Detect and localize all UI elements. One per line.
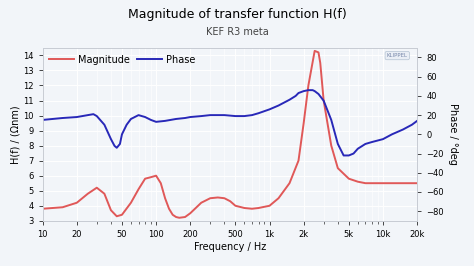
Magnitude — [414, 182, 420, 185]
Text: Magnitude of transfer function H(f): Magnitude of transfer function H(f) — [128, 8, 346, 21]
Magnitude — [301, 122, 307, 125]
Magnitude — [208, 197, 213, 200]
Magnitude — [276, 197, 282, 200]
Line: Phase: Phase — [43, 90, 417, 155]
Magnitude — [287, 182, 292, 185]
Phase — [335, 142, 341, 146]
Magnitude — [296, 159, 301, 162]
Magnitude — [380, 182, 386, 185]
Magnitude — [148, 176, 154, 179]
Magnitude — [101, 192, 107, 195]
Magnitude — [108, 209, 114, 212]
Magnitude — [221, 197, 227, 200]
Magnitude — [255, 206, 261, 210]
X-axis label: Frequency / Hz: Frequency / Hz — [194, 242, 266, 252]
Magnitude — [355, 180, 361, 183]
Magnitude — [94, 186, 100, 189]
Magnitude — [114, 215, 119, 218]
Magnitude — [162, 197, 168, 200]
Magnitude — [400, 182, 406, 185]
Magnitude — [228, 200, 233, 203]
Phase — [40, 118, 46, 122]
Phase — [301, 89, 307, 93]
Y-axis label: Phase / °deg: Phase / °deg — [447, 103, 458, 165]
Magnitude — [166, 207, 172, 210]
Phase — [341, 154, 346, 157]
Magnitude — [74, 201, 80, 204]
Magnitude — [242, 206, 247, 210]
Phase — [306, 89, 311, 92]
Line: Magnitude: Magnitude — [43, 51, 417, 218]
Text: KEF R3 meta: KEF R3 meta — [206, 27, 268, 37]
Magnitude — [170, 213, 175, 216]
Phase — [414, 119, 420, 122]
Magnitude — [215, 196, 221, 199]
Magnitude — [233, 204, 238, 207]
Phase — [136, 114, 141, 117]
Magnitude — [119, 213, 125, 216]
Magnitude — [363, 182, 368, 185]
Magnitude — [312, 49, 318, 52]
Phase — [276, 104, 282, 107]
Magnitude — [158, 182, 164, 185]
Magnitude — [321, 99, 327, 102]
Magnitude — [335, 167, 341, 170]
Magnitude — [136, 188, 141, 191]
Magnitude — [153, 174, 159, 177]
Magnitude — [346, 177, 352, 180]
Magnitude — [187, 212, 193, 215]
Magnitude — [142, 177, 148, 180]
Phase — [296, 92, 301, 95]
Magnitude — [173, 215, 179, 219]
Magnitude — [318, 61, 323, 65]
Magnitude — [249, 207, 255, 210]
Legend: Magnitude, Phase: Magnitude, Phase — [47, 53, 197, 66]
Y-axis label: H(f) / (Ωnm): H(f) / (Ωnm) — [10, 105, 20, 164]
Magnitude — [60, 206, 65, 209]
Magnitude — [316, 51, 321, 54]
Magnitude — [267, 204, 273, 207]
Phase — [287, 98, 292, 101]
Magnitude — [328, 144, 334, 147]
Magnitude — [128, 201, 134, 204]
Magnitude — [40, 207, 46, 210]
Magnitude — [176, 216, 182, 219]
Magnitude — [306, 84, 311, 87]
Magnitude — [85, 192, 91, 195]
Magnitude — [199, 201, 204, 204]
Magnitude — [182, 215, 188, 219]
Text: KLIPPEL: KLIPPEL — [387, 53, 408, 58]
